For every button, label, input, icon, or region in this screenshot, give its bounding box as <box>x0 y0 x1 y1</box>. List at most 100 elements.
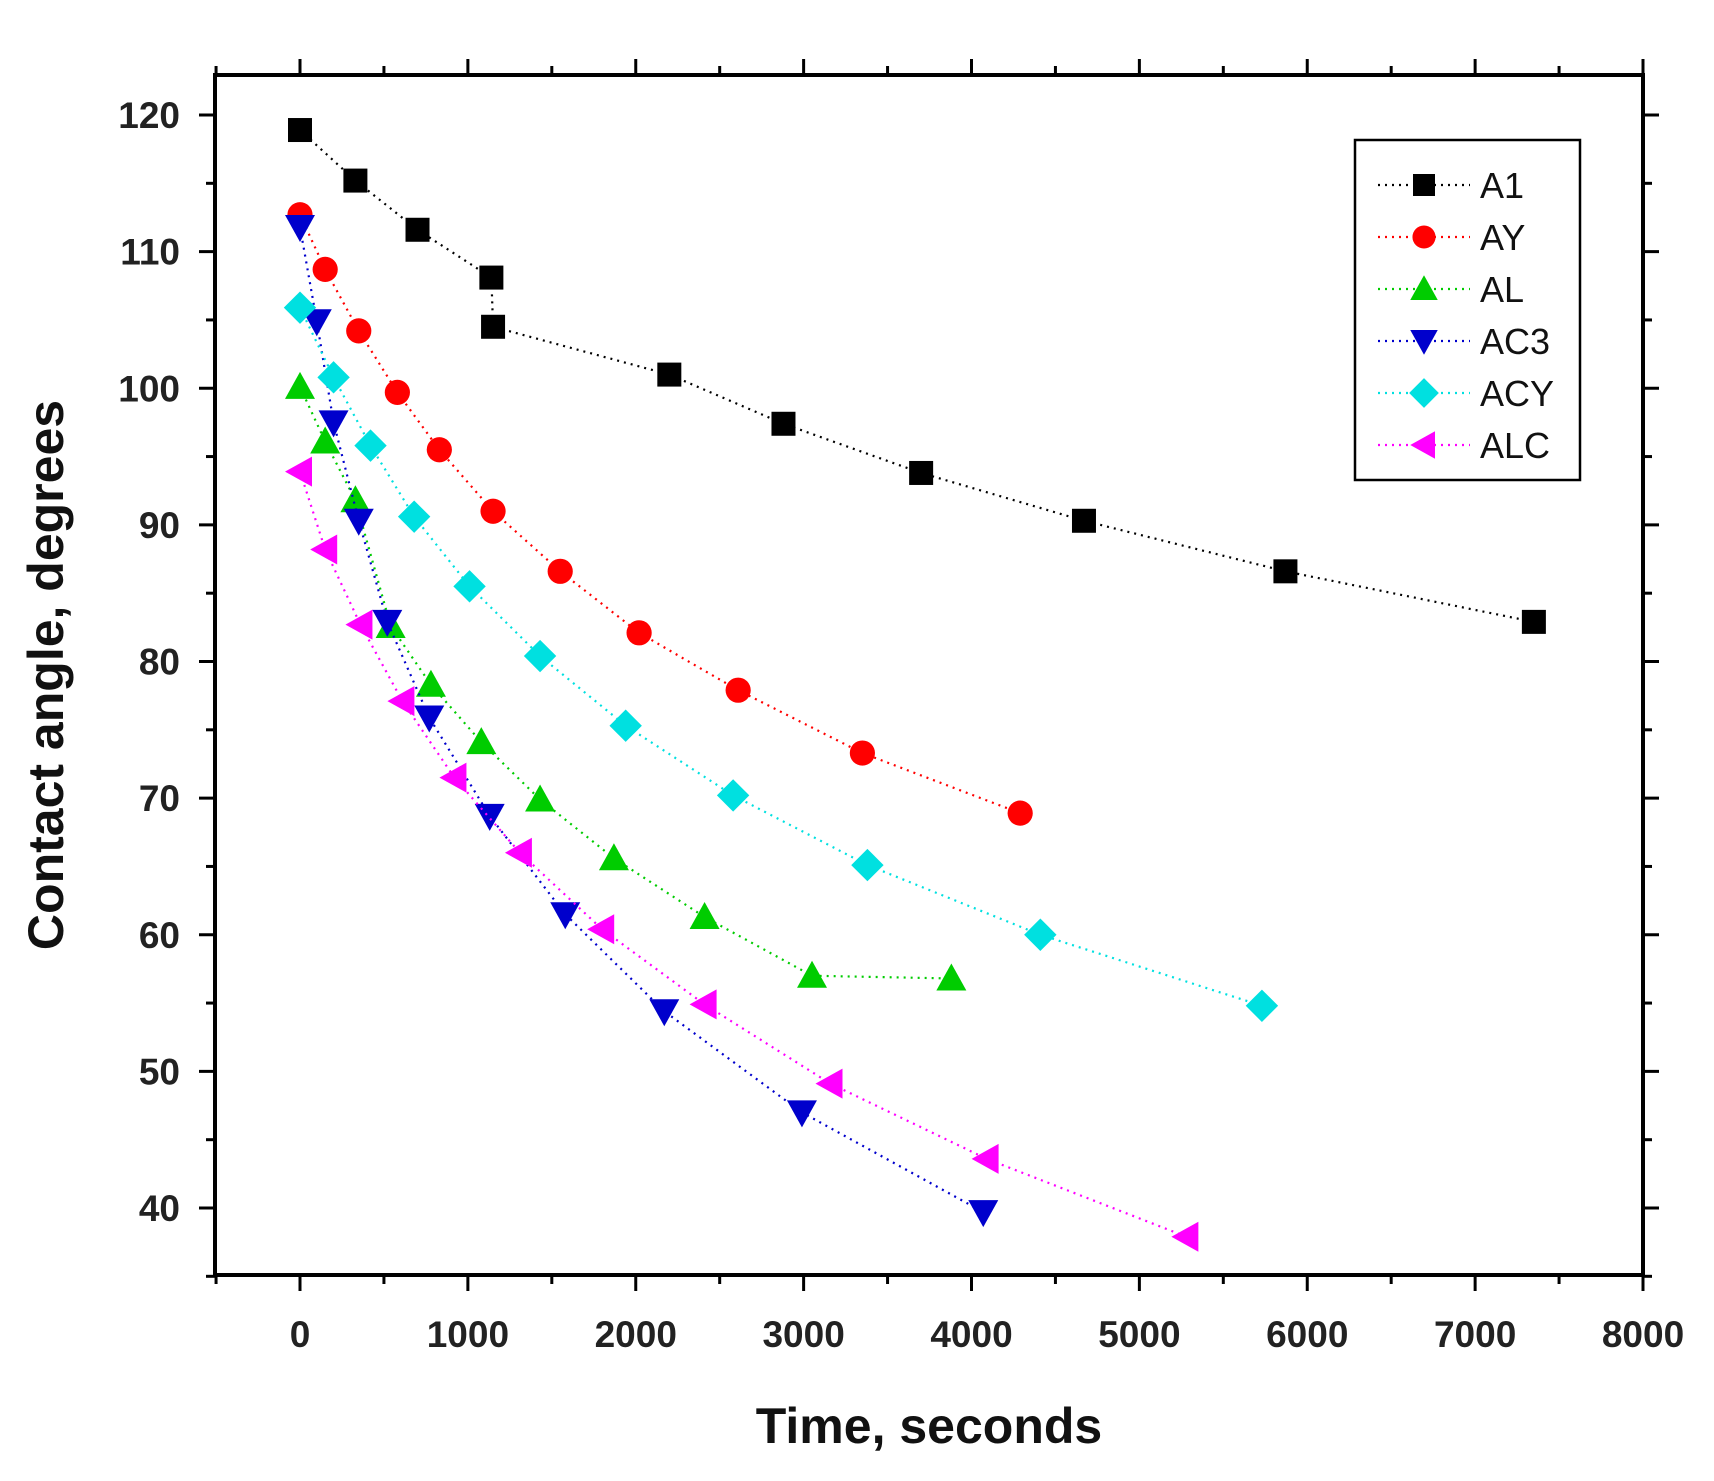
legend-marker <box>1410 330 1438 355</box>
data-point <box>384 379 410 405</box>
data-point <box>1007 800 1033 826</box>
data-point <box>716 779 750 812</box>
data-point <box>689 901 720 929</box>
y-axis-title: Contact angle, degrees <box>18 400 74 950</box>
data-point <box>689 989 717 1020</box>
x-axis-title: Time, seconds <box>756 1398 1102 1454</box>
data-point <box>609 709 642 742</box>
data-point <box>936 963 967 991</box>
series-a1 <box>288 118 1546 634</box>
y-tick-label: 70 <box>139 778 180 819</box>
data-point <box>372 609 403 637</box>
data-point <box>283 291 317 324</box>
data-point <box>474 803 505 831</box>
data-point <box>480 498 506 524</box>
legend-item-acy: ACY <box>1378 373 1554 414</box>
x-tick-label: 5000 <box>1098 1314 1180 1355</box>
legend-marker <box>1412 225 1436 249</box>
data-point <box>797 960 828 988</box>
data-point <box>340 485 371 513</box>
y-tick-label: 60 <box>139 915 180 956</box>
data-point <box>649 999 680 1027</box>
data-point <box>771 411 796 436</box>
legend-label: AC3 <box>1480 321 1550 362</box>
data-point <box>343 508 374 536</box>
data-point <box>301 309 332 337</box>
series-ac3 <box>285 215 999 1228</box>
data-point <box>547 558 573 584</box>
data-point <box>466 727 497 755</box>
data-point <box>387 686 415 717</box>
axis-ticks <box>199 59 1659 1291</box>
series-line <box>299 129 1535 623</box>
data-point <box>439 762 467 793</box>
legend-item-a1: A1 <box>1378 165 1524 206</box>
data-point <box>909 460 934 485</box>
data-point <box>405 217 430 242</box>
data-point <box>312 256 338 282</box>
data-point <box>968 1200 999 1228</box>
data-point <box>587 914 615 945</box>
data-point <box>479 265 504 290</box>
series-line <box>299 386 952 980</box>
series-ay <box>287 202 1033 826</box>
data-point <box>346 318 372 344</box>
x-tick-label: 4000 <box>930 1314 1012 1355</box>
legend-label: AY <box>1480 217 1525 258</box>
data-point <box>414 705 445 733</box>
legend: A1 AY AL AC3 ACY ALC <box>1353 138 1582 482</box>
x-tick-label: 8000 <box>1602 1314 1684 1355</box>
plot-frame <box>213 73 1645 1277</box>
x-tick-label: 2000 <box>595 1314 677 1355</box>
data-point <box>525 784 556 812</box>
series-layer <box>283 118 1546 1252</box>
legend-items: A1 AY AL AC3 ACY ALC <box>1378 165 1554 466</box>
data-point <box>550 902 581 930</box>
data-point <box>285 215 315 243</box>
data-point <box>725 677 751 703</box>
data-point <box>288 118 312 143</box>
data-point <box>851 848 884 882</box>
y-tick-label: 40 <box>139 1188 180 1229</box>
data-point <box>317 361 350 394</box>
legend-label: ACY <box>1480 373 1554 414</box>
series-line <box>298 226 984 1214</box>
data-point <box>310 534 338 565</box>
legend-item-ac3: AC3 <box>1378 321 1550 362</box>
data-point <box>1245 989 1279 1022</box>
legend-label: A1 <box>1480 165 1524 206</box>
series-al <box>285 371 967 991</box>
y-tick-label: 110 <box>120 232 180 273</box>
legend-item-alc: ALC <box>1378 425 1550 466</box>
y-tick-labels: 40 50 60 70 80 90 100 110 120 <box>118 95 180 1229</box>
legend-marker <box>1409 378 1439 408</box>
data-point <box>1024 918 1057 951</box>
data-point <box>971 1143 999 1174</box>
legend-label: AL <box>1480 269 1524 310</box>
legend-item-ay: AY <box>1378 217 1525 258</box>
data-point <box>345 609 373 640</box>
data-point <box>1521 609 1546 634</box>
data-point <box>354 429 387 462</box>
y-tick-label: 80 <box>139 642 180 683</box>
legend-marker <box>1410 275 1438 300</box>
data-point <box>453 570 486 603</box>
data-point <box>343 168 368 193</box>
x-tick-label: 3000 <box>762 1314 844 1355</box>
data-point <box>523 639 557 673</box>
legend-marker <box>1410 431 1435 459</box>
x-tick-labels: 0 1000 2000 3000 4000 5000 6000 7000 8000 <box>290 1314 1684 1355</box>
data-point <box>397 500 431 533</box>
x-tick-label: 1000 <box>427 1314 509 1355</box>
data-point <box>318 410 349 438</box>
data-point <box>481 314 506 339</box>
y-tick-label: 90 <box>139 505 180 546</box>
x-tick-label: 7000 <box>1434 1314 1516 1355</box>
y-tick-label: 100 <box>118 368 180 409</box>
data-point <box>786 1100 817 1128</box>
x-tick-label: 6000 <box>1266 1314 1348 1355</box>
series-line <box>299 214 1021 815</box>
data-point <box>598 843 629 871</box>
data-point <box>1171 1221 1199 1252</box>
